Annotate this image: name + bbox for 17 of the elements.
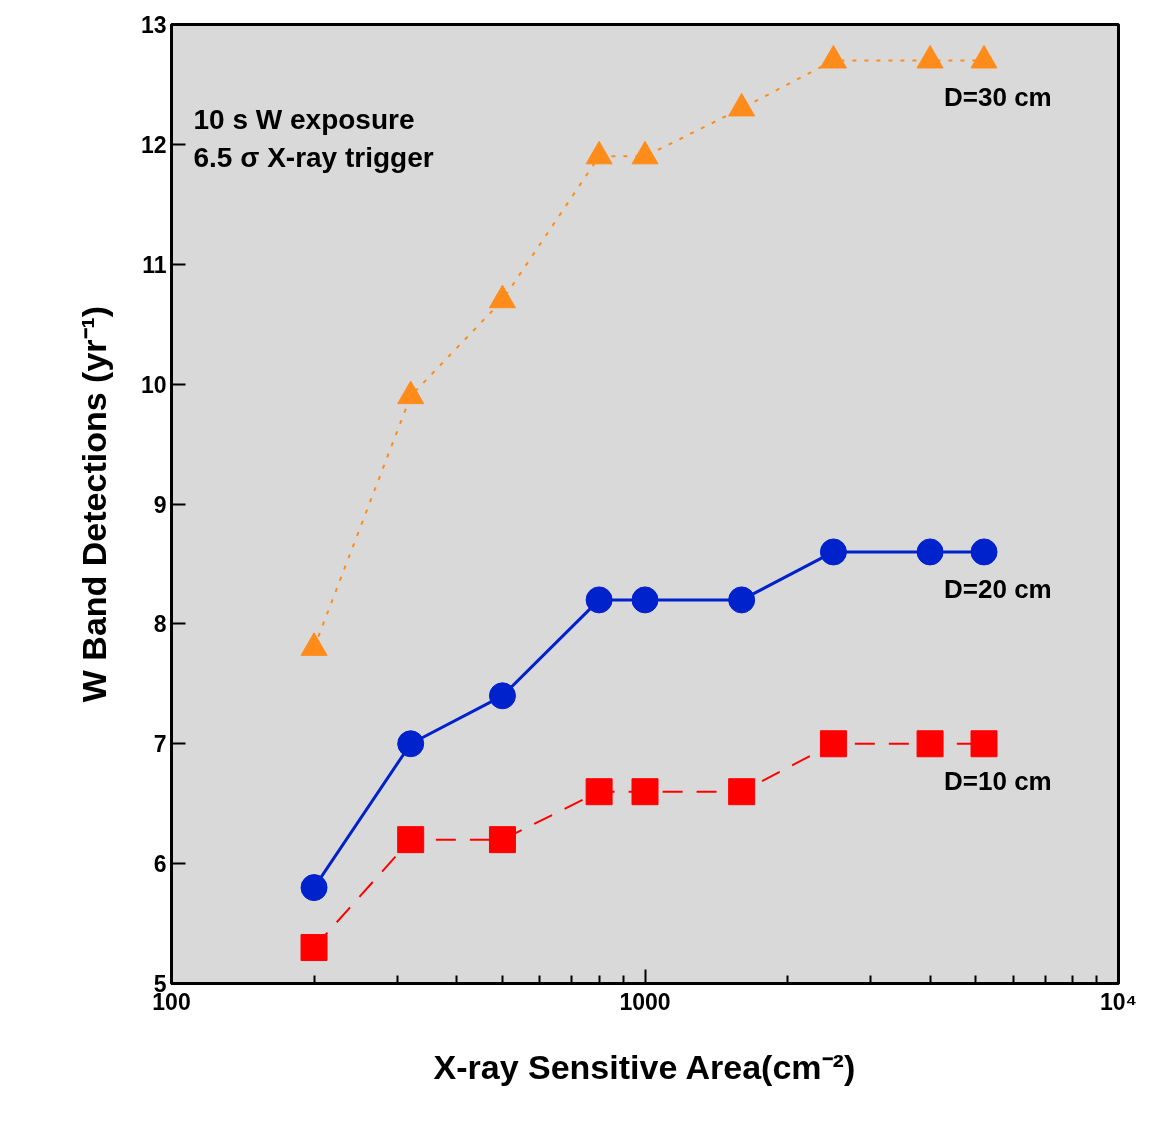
x-axis-title: X-ray Sensitive Area(cm⁻²) — [433, 1047, 856, 1086]
annotation: 6.5 σ X-ray trigger — [193, 141, 434, 173]
y-tick-label: 10 — [140, 371, 167, 398]
y-tick-label: 11 — [142, 251, 167, 278]
y-tick-label: 7 — [153, 731, 167, 758]
y-tick-label: 12 — [140, 131, 167, 158]
series-label: D=30 cm — [944, 82, 1052, 113]
y-tick-label: 8 — [153, 611, 167, 638]
y-tick-label: 13 — [140, 12, 167, 38]
series-label: D=20 cm — [944, 573, 1052, 604]
series-label: D=10 cm — [944, 765, 1052, 796]
y-tick-label: 9 — [153, 491, 167, 518]
annotation: 10 s W exposure — [193, 103, 415, 135]
x-tick-label: 10⁴ — [1100, 988, 1137, 1015]
x-tick-label: 1000 — [619, 988, 671, 1015]
y-axis-title: W Band Detections (yr⁻¹) — [74, 305, 113, 703]
y-tick-label: 6 — [153, 851, 167, 878]
